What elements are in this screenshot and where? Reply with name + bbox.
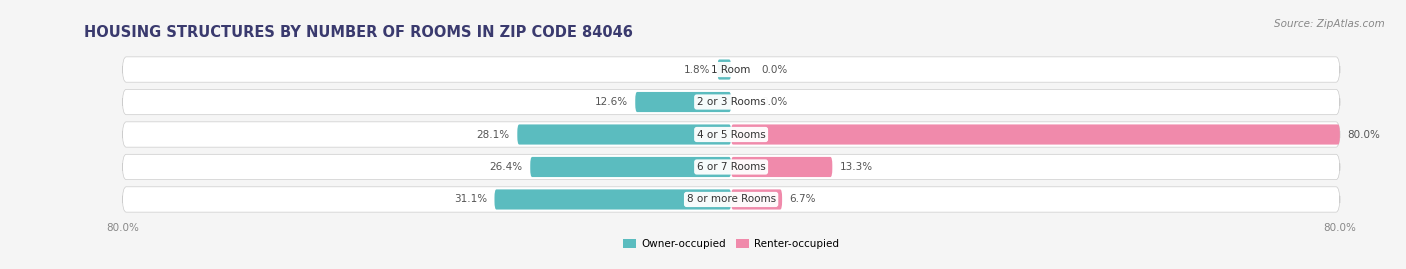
Text: 13.3%: 13.3% (839, 162, 873, 172)
Text: 0.0%: 0.0% (762, 97, 787, 107)
Text: 0.0%: 0.0% (762, 65, 787, 75)
FancyBboxPatch shape (636, 92, 731, 112)
Text: 6.7%: 6.7% (790, 194, 817, 204)
Text: 4 or 5 Rooms: 4 or 5 Rooms (697, 129, 765, 140)
FancyBboxPatch shape (717, 59, 731, 80)
FancyBboxPatch shape (122, 154, 1340, 180)
FancyBboxPatch shape (122, 122, 1340, 147)
Text: 6 or 7 Rooms: 6 or 7 Rooms (697, 162, 765, 172)
FancyBboxPatch shape (122, 57, 1340, 82)
Text: 26.4%: 26.4% (489, 162, 523, 172)
Text: 1.8%: 1.8% (683, 65, 710, 75)
Legend: Owner-occupied, Renter-occupied: Owner-occupied, Renter-occupied (619, 235, 844, 253)
FancyBboxPatch shape (731, 189, 782, 210)
FancyBboxPatch shape (731, 125, 1340, 144)
FancyBboxPatch shape (495, 189, 731, 210)
Text: 2 or 3 Rooms: 2 or 3 Rooms (697, 97, 765, 107)
Text: 31.1%: 31.1% (454, 194, 486, 204)
FancyBboxPatch shape (122, 187, 1340, 212)
Text: 28.1%: 28.1% (477, 129, 510, 140)
Text: HOUSING STRUCTURES BY NUMBER OF ROOMS IN ZIP CODE 84046: HOUSING STRUCTURES BY NUMBER OF ROOMS IN… (84, 25, 633, 40)
FancyBboxPatch shape (731, 157, 832, 177)
Text: 80.0%: 80.0% (1347, 129, 1381, 140)
FancyBboxPatch shape (517, 125, 731, 144)
Text: 1 Room: 1 Room (711, 65, 751, 75)
FancyBboxPatch shape (122, 89, 1340, 115)
Text: 8 or more Rooms: 8 or more Rooms (686, 194, 776, 204)
FancyBboxPatch shape (530, 157, 731, 177)
Text: 12.6%: 12.6% (595, 97, 627, 107)
Text: Source: ZipAtlas.com: Source: ZipAtlas.com (1274, 19, 1385, 29)
